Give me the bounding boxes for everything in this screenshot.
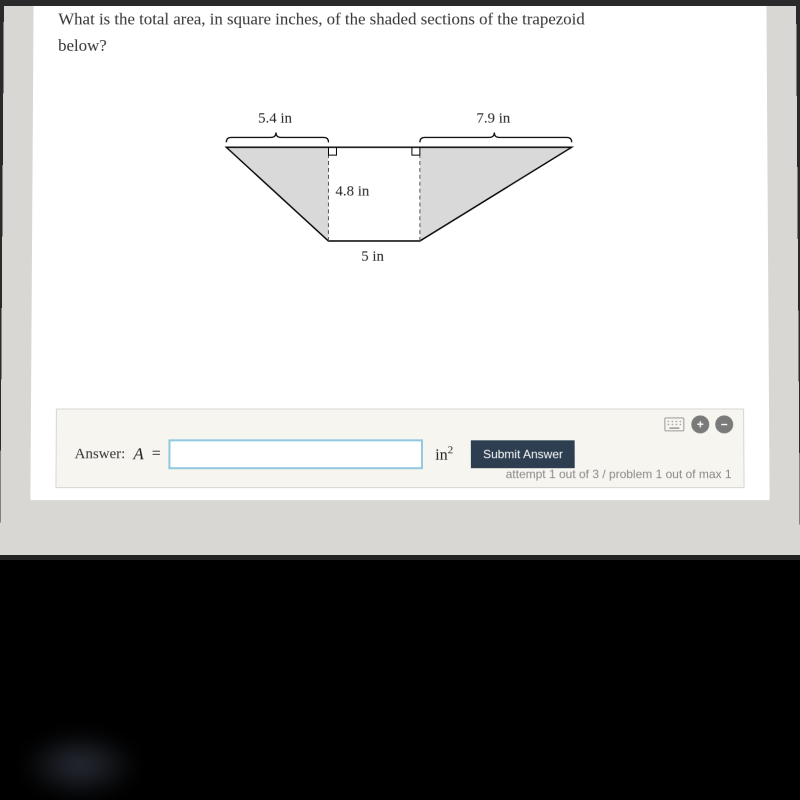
answer-equals: = (152, 445, 161, 463)
zoom-in-button[interactable]: + (691, 415, 709, 433)
right-angle-left (329, 148, 337, 156)
answer-unit: in2 (435, 444, 453, 464)
monitor-screen: What is the total area, in square inches… (0, 6, 800, 560)
monitor-bezel (0, 560, 800, 800)
attempt-counter: attempt 1 out of 3 / problem 1 out of ma… (506, 467, 732, 481)
trapezoid-diagram: 5.4 in 7.9 in 4.8 in 5 in (216, 113, 584, 291)
question-line-2: below? (58, 36, 107, 55)
right-angle-right (412, 148, 420, 156)
label-top-right: 7.9 in (476, 111, 510, 128)
answer-panel: + − Answer: A = in2 Submit Answer attemp… (55, 408, 744, 488)
label-bottom: 5 in (361, 249, 384, 266)
keyboard-icon[interactable] (663, 416, 685, 432)
answer-variable: A (133, 444, 143, 464)
brace-right (420, 133, 572, 143)
diagram-container: 5.4 in 7.9 in 4.8 in 5 in (57, 113, 744, 291)
answer-input[interactable] (169, 439, 424, 469)
brace-left (226, 133, 328, 143)
screen-reflection (20, 730, 140, 800)
answer-row: Answer: A = in2 Submit Answer (75, 439, 575, 469)
label-top-left: 5.4 in (258, 111, 292, 128)
zoom-out-button[interactable]: − (715, 415, 733, 433)
unit-base: in (435, 446, 447, 463)
diagram-svg (216, 113, 584, 291)
problem-page: What is the total area, in square inches… (30, 6, 769, 500)
submit-answer-button[interactable]: Submit Answer (471, 440, 575, 468)
question-line-1: What is the total area, in square inches… (58, 10, 585, 29)
answer-toolbar: + − (663, 415, 733, 433)
question-text: What is the total area, in square inches… (58, 6, 742, 59)
label-height: 4.8 in (335, 184, 369, 201)
answer-prefix: Answer: (75, 446, 126, 463)
unit-exp: 2 (448, 444, 453, 456)
